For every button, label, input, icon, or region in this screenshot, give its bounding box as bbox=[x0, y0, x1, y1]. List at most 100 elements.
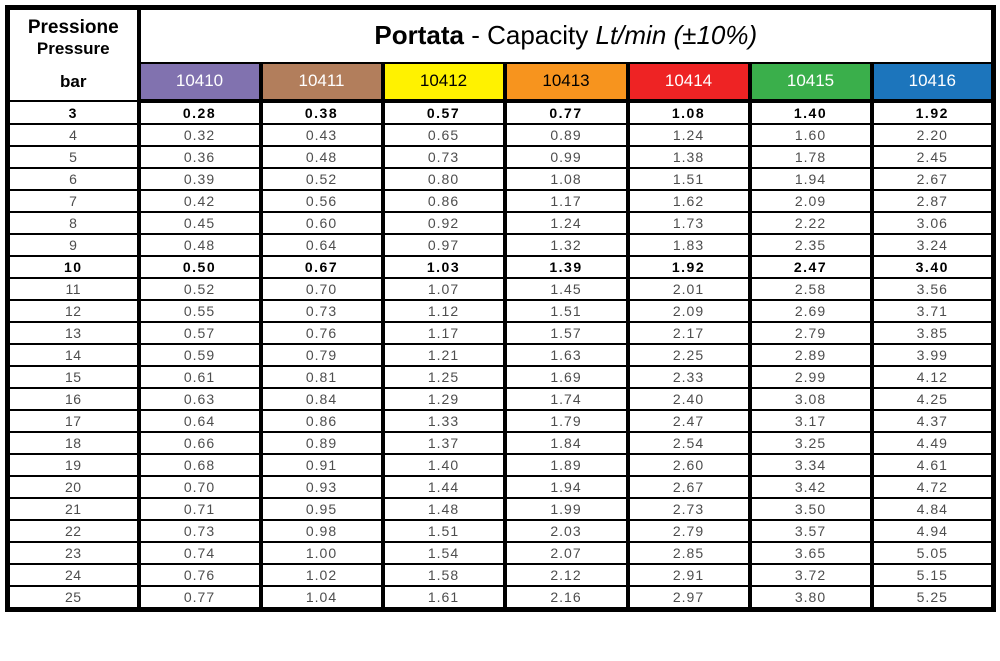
capacity-cell-10413: 1.84 bbox=[502, 431, 630, 455]
pressure-cell: 8 bbox=[5, 211, 141, 235]
capacity-cell-10412: 1.51 bbox=[380, 519, 507, 543]
capacity-cell-10413: 2.03 bbox=[502, 519, 630, 543]
capacity-cell-10416: 1.92 bbox=[869, 100, 996, 125]
capacity-cell-10413: 1.39 bbox=[502, 255, 630, 279]
title-row: Pressione Pressure bar Portata - Capacit… bbox=[5, 6, 996, 102]
capacity-cell-10414: 1.73 bbox=[625, 211, 752, 235]
pressure-header-cell: Pressione Pressure bar bbox=[5, 6, 141, 102]
capacity-cell-10412: 1.54 bbox=[380, 541, 507, 565]
capacity-cell-10411: 1.02 bbox=[258, 563, 385, 587]
capacity-cell-10412: 1.58 bbox=[380, 563, 507, 587]
capacity-cell-10416: 4.61 bbox=[869, 453, 996, 477]
capacity-cell-10412: 1.07 bbox=[380, 277, 507, 301]
capacity-cell-10415: 1.60 bbox=[747, 123, 874, 147]
capacity-cell-10416: 3.85 bbox=[869, 321, 996, 345]
capacity-cell-10413: 1.99 bbox=[502, 497, 630, 521]
capacity-cell-10412: 1.12 bbox=[380, 299, 507, 323]
capacity-cell-10416: 3.99 bbox=[869, 343, 996, 367]
capacity-cell-10411: 0.89 bbox=[258, 431, 385, 455]
capacity-cell-10411: 0.67 bbox=[258, 255, 385, 279]
capacity-cell-10411: 1.04 bbox=[258, 585, 385, 611]
capacity-cell-10412: 1.25 bbox=[380, 365, 507, 389]
capacity-cell-10411: 0.93 bbox=[258, 475, 385, 499]
capacity-cell-10410: 0.39 bbox=[136, 167, 263, 191]
table-row-pressure-23: 23 0.74 1.00 1.54 2.07 2.85 3.65 5.05 bbox=[5, 541, 996, 565]
capacity-cell-10410: 0.55 bbox=[136, 299, 263, 323]
pressure-cell: 10 bbox=[5, 255, 141, 279]
table-row-pressure-5: 5 0.36 0.48 0.73 0.99 1.38 1.78 2.45 bbox=[5, 145, 996, 169]
capacity-cell-10416: 5.05 bbox=[869, 541, 996, 565]
capacity-cell-10416: 5.25 bbox=[869, 585, 996, 611]
capacity-cell-10416: 4.84 bbox=[869, 497, 996, 521]
capacity-cell-10411: 0.81 bbox=[258, 365, 385, 389]
pressure-cell: 13 bbox=[5, 321, 141, 345]
capacity-cell-10412: 0.57 bbox=[380, 100, 507, 125]
capacity-cell-10413: 1.08 bbox=[502, 167, 630, 191]
capacity-cell-10412: 0.73 bbox=[380, 145, 507, 169]
capacity-cell-10410: 0.64 bbox=[136, 409, 263, 433]
capacity-cell-10413: 2.07 bbox=[502, 541, 630, 565]
capacity-cell-10411: 0.48 bbox=[258, 145, 385, 169]
title-unit-italic: Lt/min (±10%) bbox=[595, 20, 758, 51]
capacity-cell-10410: 0.57 bbox=[136, 321, 263, 345]
capacity-cell-10415: 3.72 bbox=[747, 563, 874, 587]
capacity-cell-10413: 1.24 bbox=[502, 211, 630, 235]
table-row-pressure-3: 3 0.28 0.38 0.57 0.77 1.08 1.40 1.92 bbox=[5, 100, 996, 125]
pressure-cell: 16 bbox=[5, 387, 141, 411]
capacity-cell-10414: 2.91 bbox=[625, 563, 752, 587]
capacity-cell-10415: 3.65 bbox=[747, 541, 874, 565]
capacity-cell-10410: 0.32 bbox=[136, 123, 263, 147]
pressure-cell: 7 bbox=[5, 189, 141, 213]
capacity-cell-10411: 0.52 bbox=[258, 167, 385, 191]
capacity-cell-10414: 2.40 bbox=[625, 387, 752, 411]
capacity-cell-10414: 1.24 bbox=[625, 123, 752, 147]
capacity-cell-10410: 0.28 bbox=[136, 100, 263, 125]
column-code-10415: 10415 bbox=[747, 61, 874, 104]
pressure-cell: 5 bbox=[5, 145, 141, 169]
table-row-pressure-22: 22 0.73 0.98 1.51 2.03 2.79 3.57 4.94 bbox=[5, 519, 996, 543]
capacity-cell-10415: 3.08 bbox=[747, 387, 874, 411]
capacity-cell-10411: 1.00 bbox=[258, 541, 385, 565]
capacity-cell-10413: 0.89 bbox=[502, 123, 630, 147]
pressure-cell: 15 bbox=[5, 365, 141, 389]
capacity-cell-10416: 3.06 bbox=[869, 211, 996, 235]
capacity-cell-10414: 1.83 bbox=[625, 233, 752, 257]
table-row-pressure-11: 11 0.52 0.70 1.07 1.45 2.01 2.58 3.56 bbox=[5, 277, 996, 301]
capacity-cell-10411: 0.91 bbox=[258, 453, 385, 477]
pressure-cell: 20 bbox=[5, 475, 141, 499]
capacity-cell-10410: 0.73 bbox=[136, 519, 263, 543]
table-row-pressure-4: 4 0.32 0.43 0.65 0.89 1.24 1.60 2.20 bbox=[5, 123, 996, 147]
capacity-cell-10413: 0.99 bbox=[502, 145, 630, 169]
capacity-cell-10412: 0.92 bbox=[380, 211, 507, 235]
capacity-cell-10414: 2.33 bbox=[625, 365, 752, 389]
table-row-pressure-14: 14 0.59 0.79 1.21 1.63 2.25 2.89 3.99 bbox=[5, 343, 996, 367]
capacity-cell-10411: 0.56 bbox=[258, 189, 385, 213]
capacity-cell-10410: 0.77 bbox=[136, 585, 263, 611]
capacity-cell-10415: 2.99 bbox=[747, 365, 874, 389]
pressure-cell: 23 bbox=[5, 541, 141, 565]
capacity-cell-10415: 3.50 bbox=[747, 497, 874, 521]
capacity-cell-10416: 2.67 bbox=[869, 167, 996, 191]
capacity-cell-10416: 4.25 bbox=[869, 387, 996, 411]
capacity-cell-10410: 0.36 bbox=[136, 145, 263, 169]
capacity-cell-10415: 2.69 bbox=[747, 299, 874, 323]
capacity-cell-10410: 0.50 bbox=[136, 255, 263, 279]
capacity-cell-10412: 1.21 bbox=[380, 343, 507, 367]
capacity-cell-10415: 2.89 bbox=[747, 343, 874, 367]
capacity-cell-10414: 1.51 bbox=[625, 167, 752, 191]
capacity-cell-10415: 1.94 bbox=[747, 167, 874, 191]
column-code-10412: 10412 bbox=[380, 61, 507, 104]
pressure-cell: 12 bbox=[5, 299, 141, 323]
pressure-label-english: Pressure bbox=[36, 38, 110, 58]
table-row-pressure-16: 16 0.63 0.84 1.29 1.74 2.40 3.08 4.25 bbox=[5, 387, 996, 411]
capacity-cell-10415: 2.79 bbox=[747, 321, 874, 345]
capacity-cell-10415: 2.35 bbox=[747, 233, 874, 257]
capacity-cell-10412: 0.86 bbox=[380, 189, 507, 213]
capacity-cell-10414: 2.67 bbox=[625, 475, 752, 499]
capacity-cell-10415: 1.40 bbox=[747, 100, 874, 125]
capacity-cell-10412: 1.40 bbox=[380, 453, 507, 477]
capacity-cell-10416: 3.56 bbox=[869, 277, 996, 301]
capacity-cell-10412: 1.17 bbox=[380, 321, 507, 345]
capacity-cell-10411: 0.98 bbox=[258, 519, 385, 543]
pressure-unit-label: bar bbox=[60, 72, 87, 92]
